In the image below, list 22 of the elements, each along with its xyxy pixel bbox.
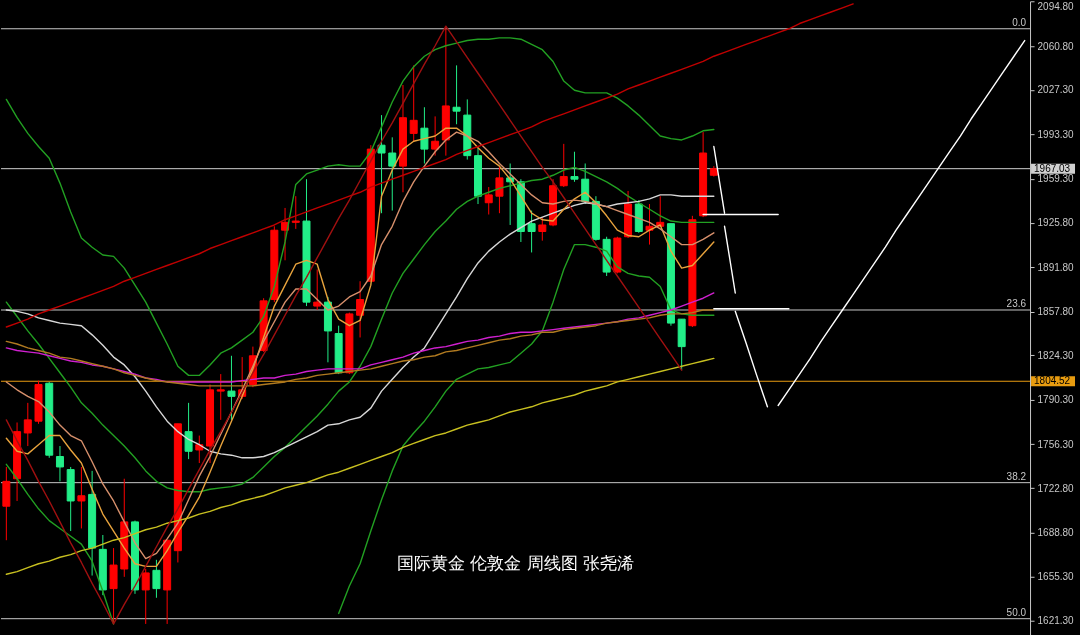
annotation: 50.0 [1006,606,1027,618]
annotation: 0.0 [1012,16,1027,28]
y-tick-label: 1688.80 [1037,527,1075,539]
y-tick-label: 1621.30 [1037,615,1075,627]
ref-line-label: 1804.52 [1034,375,1071,387]
y-tick-label: 1993.30 [1037,128,1075,140]
y-tick-label: 1891.80 [1037,261,1075,273]
y-tick-label: 2060.80 [1037,40,1075,52]
y-tick-label: 1790.30 [1037,394,1075,406]
y-tick-label: 2094.80 [1037,1,1075,13]
y-tick-label: 1824.30 [1037,349,1075,361]
text: 国际黄金 伦敦金 周线图 张尧浠 [396,553,635,574]
y-tick-label: 1959.30 [1037,173,1075,185]
annotation: 38.2 [1006,470,1027,482]
ref-line-label: 1967.03 [1034,162,1071,174]
y-tick-label: 2027.30 [1037,84,1075,96]
y-tick-label: 1655.30 [1037,570,1075,582]
y-tick-label: 1925.80 [1037,217,1075,229]
annotation: 23.6 [1006,298,1027,309]
y-tick-label: 1857.80 [1037,306,1075,318]
y-tick-label: 1756.30 [1037,438,1075,450]
y-tick-label: 1722.80 [1037,482,1075,494]
